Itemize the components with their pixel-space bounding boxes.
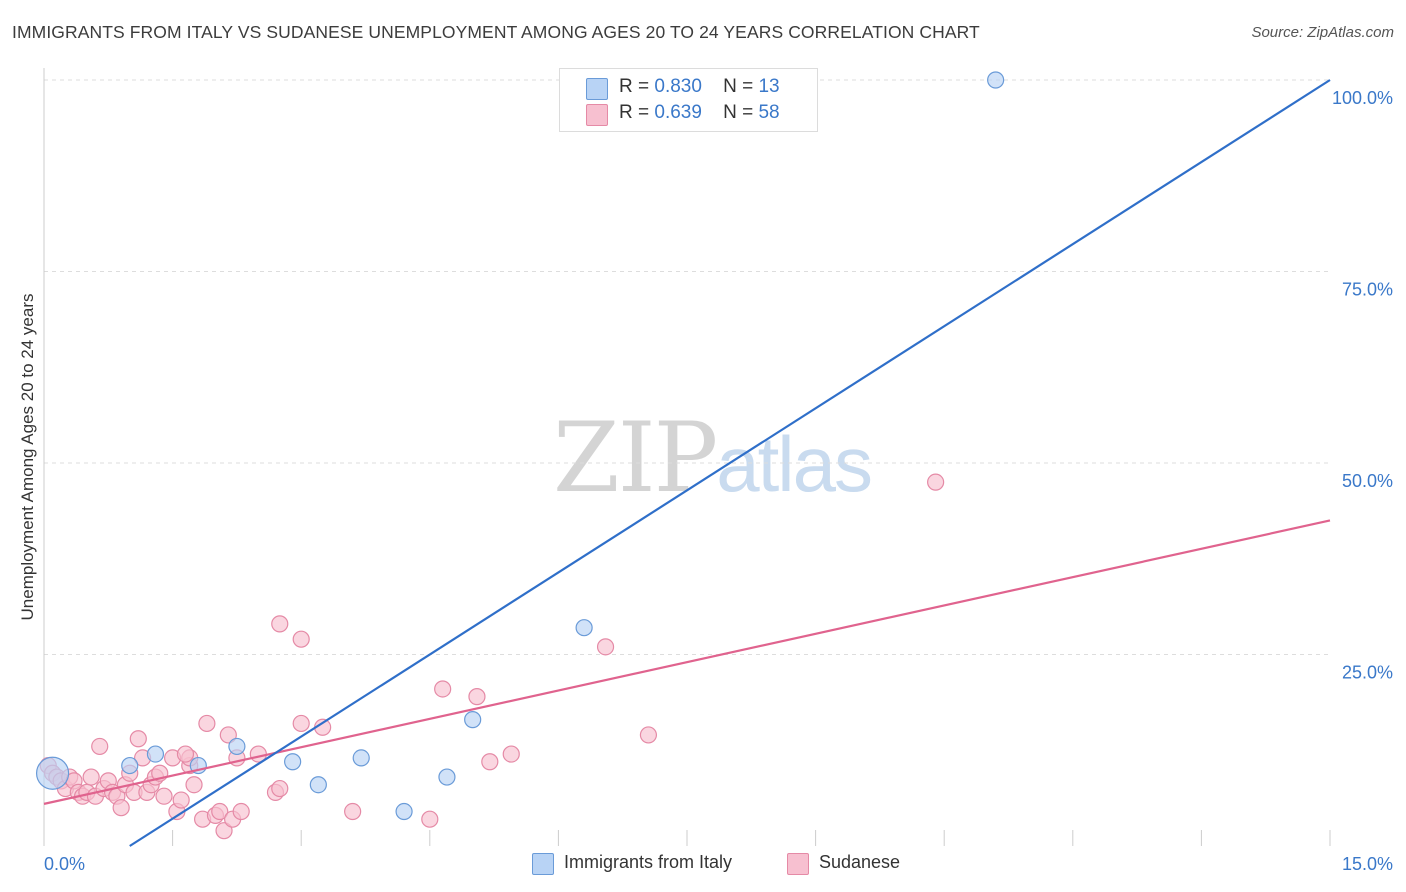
data-point-sudanese [232,802,250,821]
data-point-sudanese [129,730,147,748]
legend-n-value: 58 [758,102,780,123]
data-point-sudanese [421,810,439,828]
data-point-italy [395,802,413,821]
legend-r-value: 0.639 [654,102,702,123]
data-point-sudanese [185,776,203,794]
y-tick-label: 25.0% [1342,663,1393,683]
data-point-sudanese [481,753,499,771]
trend-line-italy [129,79,1331,847]
bottom-legend-swatch-italy [532,853,554,875]
data-point-italy [146,745,165,763]
data-point-sudanese [155,787,173,805]
data-point-sudanese [344,802,362,821]
x-tick-label: 15.0% [1342,854,1393,874]
data-point-italy [309,776,327,794]
data-point-sudanese [271,615,289,633]
watermark-atlas: atlas [716,420,873,508]
legend-r-label: R = [619,76,650,97]
legend-r-label: R = [619,102,650,123]
data-point-sudanese [215,822,233,840]
y-tick-label: 100.0% [1332,88,1393,108]
data-point-sudanese [434,680,452,698]
watermark: ZIPatlas [553,402,873,514]
data-point-sudanese [211,802,229,821]
legend-r-value: 0.830 [654,76,702,97]
data-point-sudanese [172,791,190,809]
correlation-legend: R = 0.830 N = 13 R = 0.639 N = 58 [559,68,818,132]
data-point-sudanese [468,688,486,706]
legend-n-label: N = [723,76,754,97]
data-point-italy [352,749,370,767]
data-point-sudanese [292,630,310,648]
legend-swatch-sudanese [586,104,608,126]
x-tick-label: 0.0% [44,854,85,874]
data-point-italy [228,737,246,756]
data-point-italy [438,768,456,786]
trend-line-sudanese [43,519,1331,805]
y-tick-label: 75.0% [1342,280,1393,300]
data-point-sudanese [219,726,237,744]
y-tick-label: 50.0% [1342,471,1393,491]
data-point-italy [987,71,1005,89]
data-point-italy [284,753,302,771]
source-credit: Source: ZipAtlas.com [1251,24,1394,41]
data-point-sudanese [292,714,310,733]
data-point-italy [575,619,593,637]
data-point-sudanese [927,473,945,491]
legend-n-label: N = [723,102,754,123]
data-point-italy [464,711,482,729]
legend-swatch-italy [586,78,608,100]
watermark-zip: ZIP [553,402,718,514]
data-point-sudanese [82,768,100,786]
data-point-sudanese [502,745,520,763]
data-point-italy [121,756,139,775]
data-point-sudanese [271,779,289,798]
legend-n-value: 13 [758,76,780,97]
data-point-sudanese [198,714,216,733]
data-point-sudanese [596,638,615,656]
data-point-sudanese [176,745,195,763]
chart-title: IMMIGRANTS FROM ITALY VS SUDANESE UNEMPL… [12,22,980,42]
data-point-sudanese [112,799,130,817]
bottom-legend-swatch-sudanese [787,853,809,875]
data-point-sudanese [91,737,109,756]
bottom-legend-label-italy: Immigrants from Italy [564,852,733,872]
data-point-italy [35,756,70,790]
bottom-legend-label-sudanese: Sudanese [819,852,901,872]
data-point-sudanese [639,726,658,744]
